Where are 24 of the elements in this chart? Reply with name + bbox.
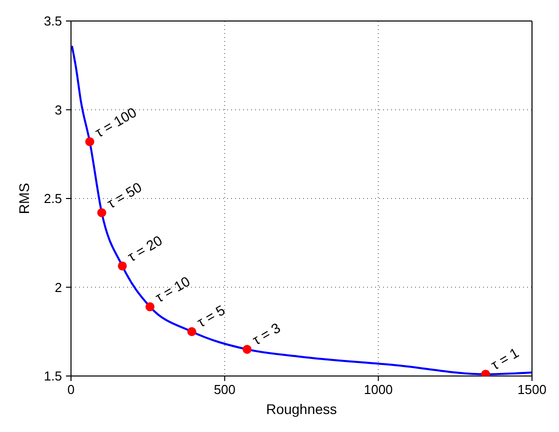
annotation: τ = 3 xyxy=(250,319,284,348)
point xyxy=(118,261,127,270)
point xyxy=(97,208,106,218)
annotation: τ = 5 xyxy=(194,302,228,330)
annotation: τ = 20 xyxy=(124,232,166,265)
y-axis-title: RMS xyxy=(16,182,32,214)
y-tick-label: 1.5 xyxy=(44,368,62,384)
x-tick-label: 1000 xyxy=(364,382,393,398)
annotation: τ = 100 xyxy=(92,104,140,140)
y-tick-label: 3 xyxy=(54,102,62,118)
annotation: τ = 1 xyxy=(488,344,522,373)
x-axis-title: Roughness xyxy=(266,401,337,417)
x-tick-label: 1500 xyxy=(518,382,546,398)
x-tick-label: 500 xyxy=(214,382,236,398)
annotation: τ = 50 xyxy=(104,178,145,212)
x-tick-label: 0 xyxy=(67,382,75,398)
y-tick-label: 2 xyxy=(54,280,62,295)
point xyxy=(242,344,252,354)
point xyxy=(85,137,94,146)
y-tick-label: 2.5 xyxy=(44,191,62,206)
point xyxy=(145,302,154,312)
y-tick-label: 3.5 xyxy=(44,14,62,29)
point xyxy=(187,327,196,336)
annotation: τ = 10 xyxy=(152,272,193,306)
